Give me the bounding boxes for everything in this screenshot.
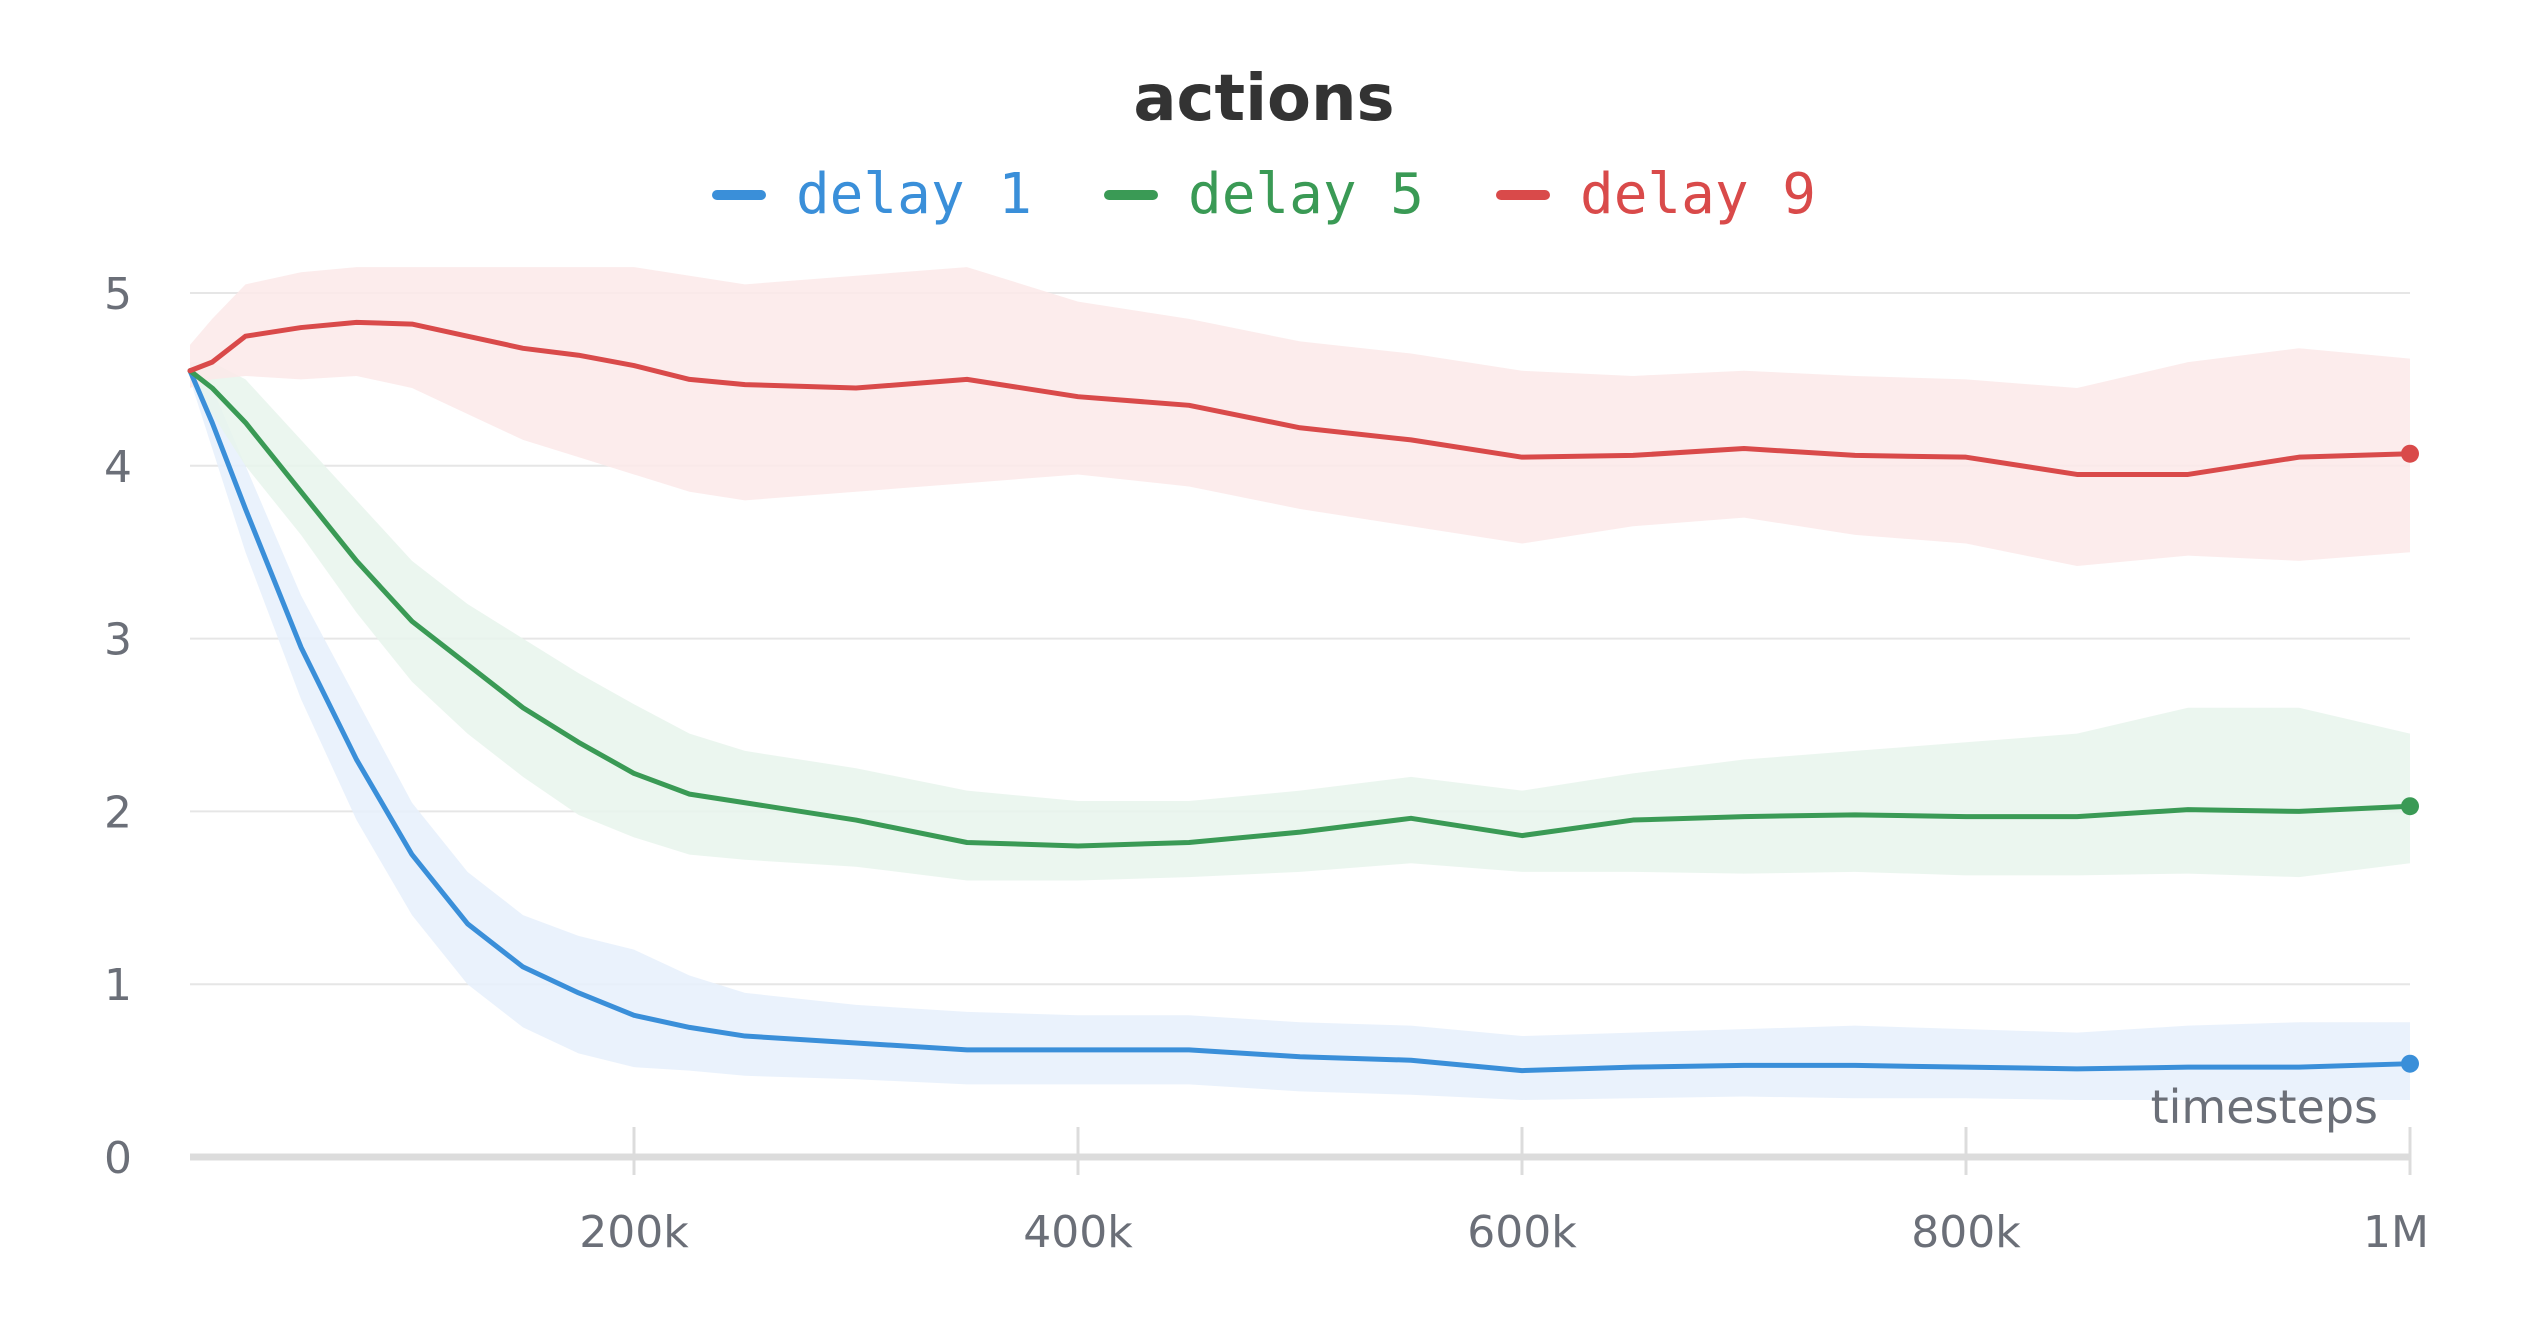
x-tick-label-1m: 1M bbox=[2363, 1207, 2429, 1258]
tick-labels: 0 1 2 3 4 5 200k 400k 600k 800k 1M timesteps bbox=[104, 269, 2429, 1258]
series-lines bbox=[187, 319, 2419, 1074]
endpoint-delay-1[interactable] bbox=[2401, 1054, 2419, 1073]
legend-item-delay-1[interactable]: delay 1 bbox=[711, 162, 1032, 227]
x-tick-label-400k: 400k bbox=[1023, 1207, 1133, 1258]
axes bbox=[190, 1127, 2412, 1175]
legend: delay 1 delay 5 delay 9 bbox=[0, 162, 2528, 227]
chart-title: actions bbox=[1133, 62, 1395, 136]
legend-label-delay-5: delay 5 bbox=[1187, 162, 1424, 227]
legend-swatch-delay-1 bbox=[711, 189, 766, 200]
legend-swatch-delay-5 bbox=[1103, 189, 1158, 200]
line-delay-9[interactable] bbox=[187, 319, 2413, 477]
band-delay-9 bbox=[190, 267, 2410, 567]
legend-item-delay-9[interactable]: delay 9 bbox=[1496, 162, 1816, 227]
band-delay-1 bbox=[190, 362, 2410, 1100]
line-delay-5[interactable] bbox=[187, 368, 2413, 849]
legend-swatch-delay-9 bbox=[1496, 189, 1550, 200]
endpoint-delay-9[interactable] bbox=[2401, 444, 2419, 463]
line-delay-1[interactable] bbox=[187, 368, 2413, 1074]
endpoint-delay-5[interactable] bbox=[2401, 797, 2419, 816]
y-tick-label-1: 1 bbox=[104, 960, 132, 1011]
y-tick-label-2: 2 bbox=[104, 787, 132, 838]
x-tick-label-600k: 600k bbox=[1467, 1207, 1577, 1258]
legend-label-delay-1: delay 1 bbox=[795, 162, 1032, 227]
confidence-bands bbox=[190, 267, 2410, 1100]
band-delay-5 bbox=[190, 362, 2410, 881]
legend-label-delay-9: delay 9 bbox=[1580, 162, 1817, 227]
x-tick-label-200k: 200k bbox=[579, 1207, 689, 1258]
y-tick-label-3: 3 bbox=[104, 615, 132, 666]
x-tick-label-800k: 800k bbox=[1911, 1207, 2021, 1258]
legend-item-delay-5[interactable]: delay 5 bbox=[1103, 162, 1424, 227]
x-axis-label: timesteps bbox=[2151, 1080, 2378, 1134]
y-tick-label-0: 0 bbox=[104, 1133, 132, 1184]
y-tick-label-5: 5 bbox=[104, 269, 132, 320]
y-tick-label-4: 4 bbox=[104, 442, 132, 493]
